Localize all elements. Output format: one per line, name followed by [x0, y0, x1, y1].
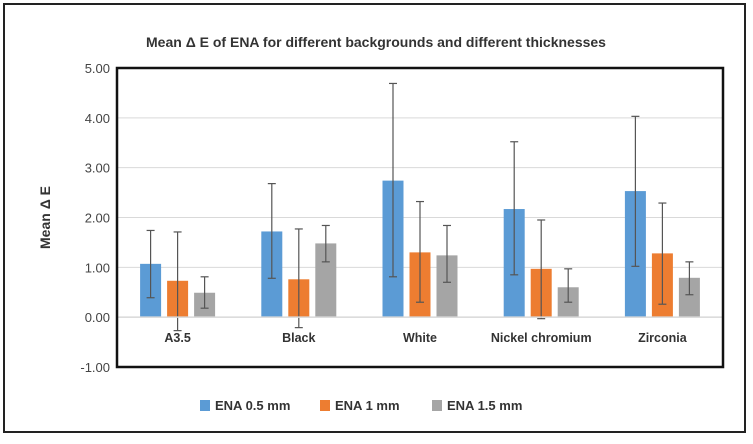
y-tick-label: 4.00 — [85, 111, 110, 126]
legend-swatch — [432, 400, 442, 411]
chart-frame — [3, 3, 746, 433]
x-tick-label: Black — [282, 331, 315, 345]
chart-title: Mean Δ E of ENA for different background… — [146, 34, 606, 50]
y-tick-label: 1.00 — [85, 260, 110, 275]
y-tick-label: 3.00 — [85, 161, 110, 176]
legend-label: ENA 1.5 mm — [447, 398, 522, 413]
legend-swatch — [320, 400, 330, 411]
x-tick-label: White — [403, 331, 437, 345]
bar — [436, 255, 458, 318]
legend-swatch — [200, 400, 210, 411]
x-tick-label: Zirconia — [638, 331, 688, 345]
y-tick-label: 0.00 — [85, 310, 110, 325]
y-tick-label: 5.00 — [85, 61, 110, 76]
x-tick-label: Nickel chromium — [491, 331, 592, 345]
x-tick-label: A3.5 — [164, 331, 190, 345]
y-tick-label: 2.00 — [85, 211, 110, 226]
y-axis-label: Mean Δ E — [37, 186, 53, 249]
legend-label: ENA 1 mm — [335, 398, 400, 413]
legend-label: ENA 0.5 mm — [215, 398, 290, 413]
y-tick-label: -1.00 — [80, 360, 110, 375]
bar — [315, 243, 337, 318]
bar — [678, 277, 700, 318]
plot-area-border — [115, 66, 725, 369]
